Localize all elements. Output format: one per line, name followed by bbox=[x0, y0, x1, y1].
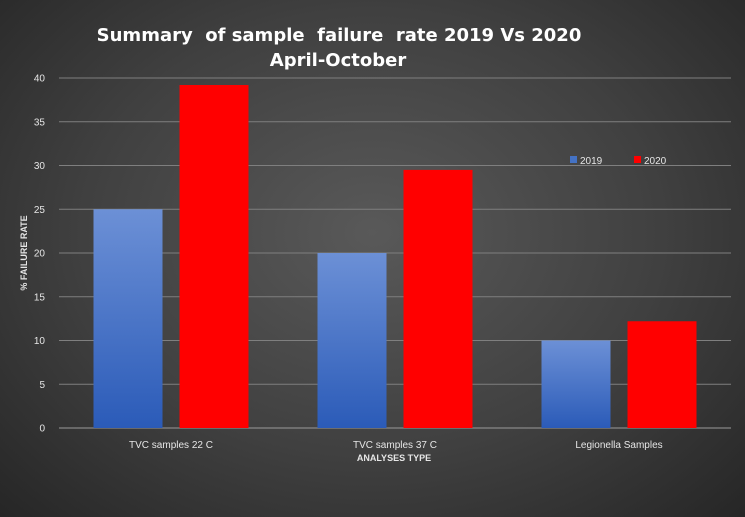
bar-2020-3 bbox=[627, 321, 697, 428]
bar-2020-2 bbox=[403, 169, 473, 428]
y-tick-label: 35 bbox=[34, 117, 46, 128]
chart-subtitle: April-October bbox=[270, 50, 407, 71]
y-axis-tick-labels: 0 5 10 15 20 25 30 35 40 bbox=[34, 74, 46, 435]
y-tick-label: 10 bbox=[34, 336, 46, 347]
legend-label-2019: 2019 bbox=[580, 156, 603, 167]
x-axis-title: ANALYSES TYPE bbox=[357, 453, 431, 463]
bar-2019-1 bbox=[93, 209, 163, 428]
x-tick-label: Legionella Samples bbox=[575, 440, 662, 451]
bars bbox=[93, 85, 697, 428]
y-tick-label: 20 bbox=[34, 249, 46, 260]
bar-2020-1 bbox=[179, 85, 249, 428]
bar-2019-3 bbox=[541, 340, 611, 428]
y-tick-label: 40 bbox=[34, 74, 46, 85]
chart-title: Summary of sample failure rate 2019 Vs 2… bbox=[97, 25, 582, 46]
legend-swatch-2020 bbox=[634, 156, 641, 163]
y-tick-label: 30 bbox=[34, 161, 46, 172]
legend: 2019 2020 bbox=[570, 156, 667, 167]
gridlines bbox=[59, 77, 731, 429]
legend-label-2020: 2020 bbox=[644, 156, 667, 167]
bar-2019-2 bbox=[317, 253, 387, 428]
x-tick-label: TVC samples 22 C bbox=[129, 440, 213, 451]
legend-swatch-2019 bbox=[570, 156, 577, 163]
x-axis-tick-labels: TVC samples 22 C TVC samples 37 C Legionel… bbox=[129, 440, 663, 451]
x-tick-label: TVC samples 37 C bbox=[353, 440, 437, 451]
y-tick-label: 0 bbox=[39, 424, 45, 435]
y-tick-label: 25 bbox=[34, 205, 46, 216]
y-tick-label: 15 bbox=[34, 292, 46, 303]
y-axis-title: % FAILURE RATE bbox=[19, 215, 29, 290]
y-tick-label: 5 bbox=[39, 380, 45, 391]
